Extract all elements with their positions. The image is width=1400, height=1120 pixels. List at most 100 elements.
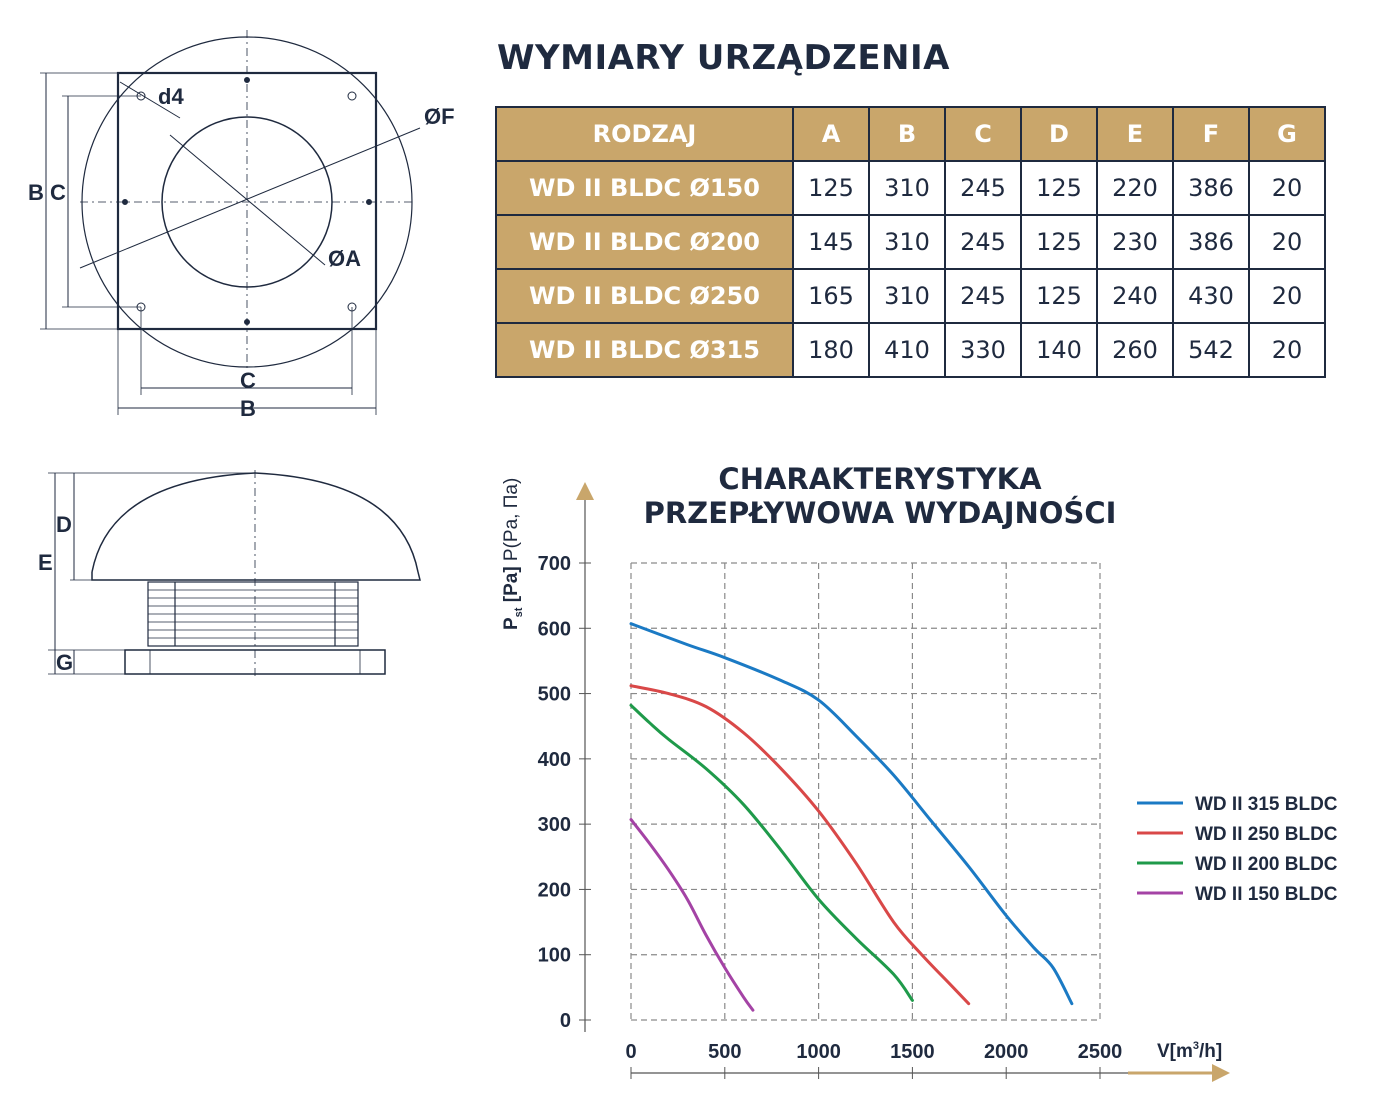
table-cell: 125 — [792, 160, 870, 216]
table-cell: 20 — [1248, 160, 1326, 216]
x-tick-label: 2000 — [984, 1041, 1029, 1063]
row-name: WD II BLDC Ø250 — [495, 268, 794, 324]
x-tick-label: 1500 — [890, 1041, 935, 1063]
table-cell: 430 — [1172, 268, 1250, 324]
label-phi-f: ØF — [424, 104, 455, 129]
column-header: F — [1172, 106, 1250, 162]
column-header: C — [944, 106, 1022, 162]
chart-title-line-1: CHARAKTERYSTYKA — [718, 462, 1042, 496]
table-cell: 20 — [1248, 268, 1326, 324]
series-line-0 — [629, 622, 1074, 1006]
label-d: D — [56, 512, 72, 537]
chart-title-line-2: PRZEPŁYWOWA WYDAJNOŚCI — [643, 496, 1117, 530]
table-cell: 125 — [1020, 214, 1098, 270]
table-row: WD II BLDC Ø315 180 410 330 140 260 542 … — [495, 322, 1326, 378]
table-cell: 125 — [1020, 268, 1098, 324]
y-tick-label: 300 — [538, 814, 571, 836]
series-line-3 — [629, 818, 755, 1012]
label-g: G — [56, 650, 73, 675]
x-tick-labels: 0 500 1000 1500 2000 2500 — [625, 1041, 1122, 1079]
chart-grid — [630, 562, 1101, 1021]
row-name: WD II BLDC Ø200 — [495, 214, 794, 270]
legend-label: WD II 200 BLDC — [1195, 854, 1338, 875]
y-axis-arrow-icon — [576, 482, 594, 500]
series-line-2 — [629, 703, 914, 1002]
label-phi-a: ØA — [328, 246, 361, 271]
table-cell: 260 — [1096, 322, 1174, 378]
column-header: E — [1096, 106, 1174, 162]
table-cell: 220 — [1096, 160, 1174, 216]
table-cell: 310 — [868, 268, 946, 324]
table-cell: 20 — [1248, 322, 1326, 378]
chart-legend: WD II 315 BLDC WD II 250 BLDC WD II 200 BL… — [1137, 794, 1338, 905]
table-cell: 230 — [1096, 214, 1174, 270]
column-header: G — [1248, 106, 1326, 162]
label-d4: d4 — [158, 84, 184, 109]
dimensions-table: RODZAJ A B C D E F G WD II BLDC Ø150 125… — [495, 106, 1326, 378]
x-tick-label: 1000 — [796, 1041, 841, 1063]
table-cell: 140 — [1020, 322, 1098, 378]
base-plate — [124, 649, 386, 675]
top-view-drawing — [40, 30, 421, 415]
table-cell: 180 — [792, 322, 870, 378]
label-b-bottom: B — [240, 396, 256, 421]
label-b-left: B — [28, 180, 44, 205]
x-tick-label: 500 — [708, 1041, 741, 1063]
table-cell: 310 — [868, 214, 946, 270]
table-row: WD II BLDC Ø150 125 310 245 125 220 386 … — [495, 160, 1326, 216]
y-tick-label: 0 — [560, 1010, 571, 1032]
series-line-1 — [629, 684, 971, 1006]
label-c-bottom: C — [240, 368, 256, 393]
technical-drawings: d4 ØF ØA B C C B D E G — [28, 30, 455, 680]
row-name: WD II BLDC Ø315 — [495, 322, 794, 378]
side-view-drawing — [48, 470, 421, 680]
label-e: E — [38, 550, 53, 575]
table-cell: 245 — [944, 214, 1022, 270]
column-header: B — [868, 106, 946, 162]
y-tick-label: 700 — [538, 553, 571, 575]
x-tick-label: 0 — [625, 1041, 636, 1063]
legend-label: WD II 315 BLDC — [1195, 794, 1338, 815]
column-header: RODZAJ — [495, 106, 794, 162]
diameter-f-line — [79, 127, 421, 269]
column-header: A — [792, 106, 870, 162]
y-tick-label: 600 — [538, 618, 571, 640]
dimensions-title: WYMIARY URZĄDZENIA — [497, 38, 950, 78]
label-c-left: C — [50, 180, 66, 205]
table-cell: 310 — [868, 160, 946, 216]
table-cell: 245 — [944, 268, 1022, 324]
table-row: WD II BLDC Ø250 165 310 245 125 240 430 … — [495, 268, 1326, 324]
y-axis-label: Pst [Pa] P(Pa, Па) — [501, 478, 525, 630]
chart-series — [629, 622, 1074, 1012]
table-cell: 165 — [792, 268, 870, 324]
row-name: WD II BLDC Ø150 — [495, 160, 794, 216]
table-cell: 145 — [792, 214, 870, 270]
chart-title: CHARAKTERYSTYKA PRZEPŁYWOWA WYDAJNOŚCI — [600, 462, 1160, 530]
table-cell: 125 — [1020, 160, 1098, 216]
x-axis-arrow-icon — [1212, 1064, 1230, 1082]
y-tick-label: 200 — [538, 879, 571, 901]
hole-icon — [347, 91, 357, 101]
table-cell: 542 — [1172, 322, 1250, 378]
x-tick-label: 2500 — [1078, 1041, 1123, 1063]
x-axis-label: V[m3/h] — [1157, 1040, 1222, 1062]
table-cell: 20 — [1248, 214, 1326, 270]
table-cell: 386 — [1172, 214, 1250, 270]
legend-label: WD II 150 BLDC — [1195, 884, 1338, 905]
y-tick-label: 500 — [538, 684, 571, 706]
table-cell: 330 — [944, 322, 1022, 378]
table-cell: 240 — [1096, 268, 1174, 324]
legend-label: WD II 250 BLDC — [1195, 824, 1338, 845]
y-tick-labels: 0 100 200 300 400 500 600 700 — [538, 553, 591, 1032]
column-header: D — [1020, 106, 1098, 162]
table-cell: 245 — [944, 160, 1022, 216]
table-row: WD II BLDC Ø200 145 310 245 125 230 386 … — [495, 214, 1326, 270]
y-tick-label: 100 — [538, 945, 571, 967]
table-cell: 386 — [1172, 160, 1250, 216]
table-header-row: RODZAJ A B C D E F G — [495, 106, 1326, 162]
diameter-a-line — [169, 134, 326, 266]
table-cell: 410 — [868, 322, 946, 378]
y-tick-label: 400 — [538, 749, 571, 771]
chart-axes — [576, 482, 1230, 1082]
